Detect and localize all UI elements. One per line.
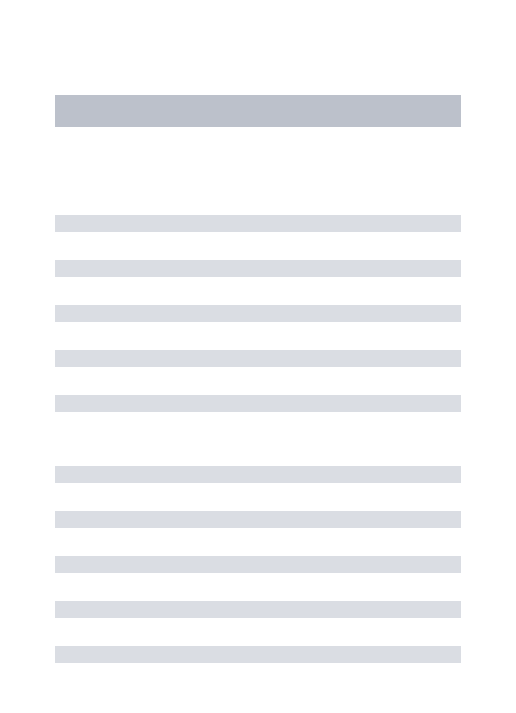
skeleton-container: [0, 0, 516, 663]
header-skeleton-bar: [55, 95, 461, 127]
skeleton-line: [55, 215, 461, 232]
skeleton-paragraph-2: [55, 466, 461, 663]
skeleton-line: [55, 556, 461, 573]
skeleton-line: [55, 260, 461, 277]
skeleton-line: [55, 511, 461, 528]
skeleton-line: [55, 350, 461, 367]
skeleton-line: [55, 395, 461, 412]
skeleton-line: [55, 305, 461, 322]
skeleton-line: [55, 466, 461, 483]
skeleton-line: [55, 646, 461, 663]
skeleton-line: [55, 601, 461, 618]
skeleton-paragraph-1: [55, 215, 461, 412]
